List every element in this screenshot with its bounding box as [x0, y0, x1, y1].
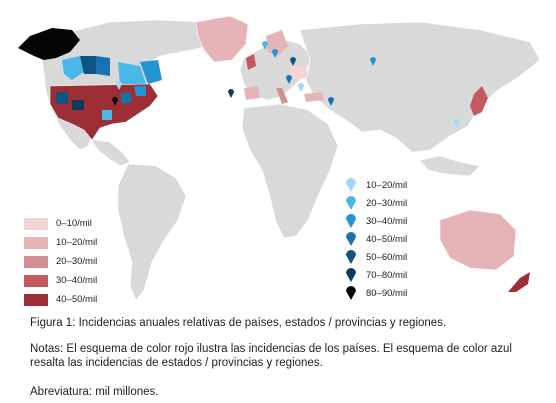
world-map: [18, 15, 541, 301]
legend-label: 40–50/mil: [366, 233, 408, 245]
legend-row: 80–90/mil: [344, 284, 407, 302]
italy-country: [276, 88, 288, 104]
eastern-europe-country: [290, 66, 308, 80]
legend-label: 80–90/mil: [366, 287, 408, 299]
map-pin-icon: [346, 214, 356, 228]
uk-country: [246, 54, 256, 70]
region-pins: [112, 41, 460, 128]
legend-label: 10–20/mil: [366, 179, 408, 191]
new-zealand-country: [508, 272, 530, 292]
iberia-country: [244, 86, 260, 100]
map-pin-icon: [346, 178, 356, 192]
legend-swatch: [24, 236, 48, 249]
legend-label: 40–50/mil: [56, 294, 98, 305]
map-pin: [298, 83, 304, 92]
map-pin-icon: [346, 268, 356, 282]
usa-state-blue-3: [120, 92, 132, 104]
canada-province-ab: [80, 56, 96, 74]
usa-state-blue-4: [134, 86, 146, 96]
scandinavia-country: [266, 30, 288, 56]
legend-row: 10–20/mil: [344, 176, 407, 194]
country-incidence-legend: 0–10/mil 10–20/mil 20–30/mil 30–40/mil 4…: [24, 214, 97, 309]
canada-province-bc: [62, 56, 84, 80]
legend-label: 20–30/mil: [366, 197, 408, 209]
central-america: [91, 139, 131, 167]
legend-swatch: [24, 255, 48, 268]
map-pin: [370, 57, 376, 66]
legend-label: 0–10/mil: [56, 218, 92, 229]
map-pin: [290, 57, 296, 66]
legend-row: 40–50/mil: [344, 230, 407, 248]
legend-label: 30–40/mil: [366, 215, 408, 227]
legend-swatch: [24, 274, 48, 287]
legend-label: 20–30/mil: [56, 256, 98, 267]
map-pin: [328, 97, 334, 106]
map-pin: [272, 49, 278, 58]
south-america: [117, 163, 187, 301]
usa-state-blue-5: [102, 110, 112, 120]
canada-province-qc: [140, 60, 162, 84]
region-incidence-legend: 10–20/mil 20–30/mil 30–40/mil 40–50/mil …: [344, 176, 407, 302]
map-pin: [454, 119, 460, 128]
usa-state-blue-1: [56, 92, 68, 104]
canada-province-sk: [96, 56, 110, 76]
legend-label: 50–60/mil: [366, 251, 408, 263]
legend-swatch: [24, 293, 48, 306]
legend-row: 10–20/mil: [24, 233, 97, 252]
map-pin-icon: [346, 286, 356, 300]
southeast-asia-islands: [419, 155, 481, 177]
legend-row: 30–40/mil: [24, 271, 97, 290]
map-pin: [286, 75, 292, 84]
africa-landmass: [241, 103, 339, 239]
legend-row: 20–30/mil: [24, 252, 97, 271]
legend-label: 10–20/mil: [56, 237, 98, 248]
alaska-region: [18, 28, 80, 60]
map-pin-icon: [346, 196, 356, 210]
map-pin-icon: [346, 250, 356, 264]
australia-country: [439, 209, 517, 271]
usa-state-blue-2: [72, 100, 84, 110]
asia-landmass: [299, 21, 541, 153]
turkey-country: [304, 92, 324, 102]
legend-row: 40–50/mil: [24, 290, 97, 309]
notes-text: Notas: El esquema de color rojo ilustra …: [30, 343, 512, 369]
figure-caption: Figura 1: Incidencias anuales relativas …: [30, 317, 447, 329]
map-pin-icon: [346, 232, 356, 246]
legend-row: 20–30/mil: [344, 194, 407, 212]
legend-row: 50–60/mil: [344, 248, 407, 266]
map-pin: [262, 41, 268, 50]
legend-row: 0–10/mil: [24, 214, 97, 233]
abbreviation-text: Abreviatura: mil millones.: [30, 386, 159, 398]
legend-swatch: [24, 217, 48, 230]
legend-label: 70–80/mil: [366, 269, 408, 281]
legend-row: 70–80/mil: [344, 266, 407, 284]
legend-label: 30–40/mil: [56, 275, 98, 286]
map-pin: [112, 97, 118, 106]
map-pin: [228, 89, 234, 98]
map-pin: [116, 81, 122, 90]
legend-row: 30–40/mil: [344, 212, 407, 230]
greenland: [195, 15, 249, 63]
japan-country: [470, 86, 488, 116]
